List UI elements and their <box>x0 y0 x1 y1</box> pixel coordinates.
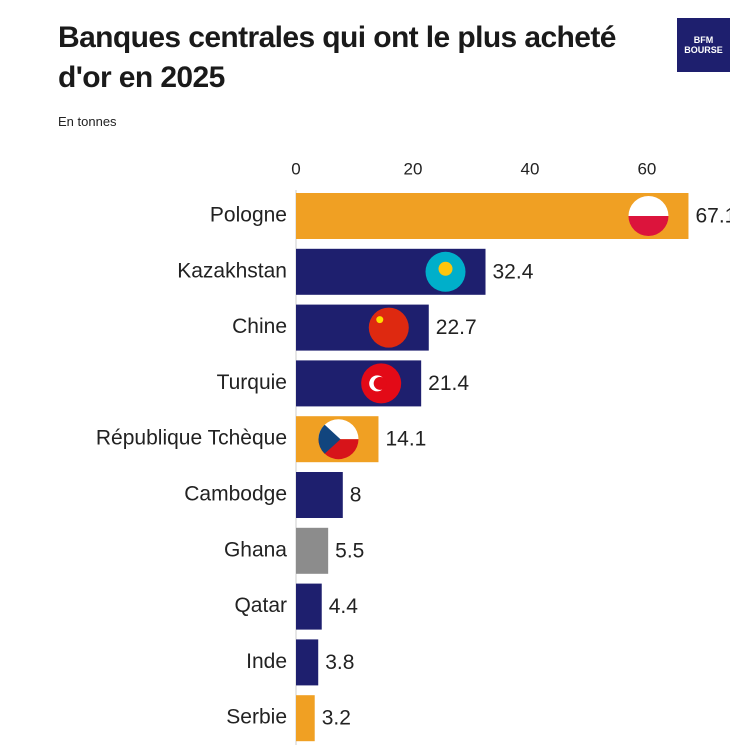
flag <box>318 419 341 460</box>
value-label: 8 <box>350 484 362 507</box>
x-tick-label: 40 <box>521 159 540 178</box>
y-tick-label: Inde <box>246 650 287 673</box>
y-tick-label: Ghana <box>224 538 287 561</box>
flag <box>373 376 387 390</box>
bar <box>296 527 329 574</box>
y-tick-label: Qatar <box>234 594 287 617</box>
value-label: 67.1 <box>695 205 730 228</box>
value-label: 21.4 <box>428 372 469 395</box>
bar <box>296 472 343 518</box>
value-label: 3.2 <box>322 707 351 730</box>
flag-icon <box>368 307 409 348</box>
value-label: 14.1 <box>385 428 426 451</box>
bar <box>296 639 319 686</box>
value-label: 3.8 <box>325 651 354 674</box>
y-tick-label: République Tchèque <box>96 427 287 450</box>
bar <box>296 583 322 630</box>
x-tick-label: 20 <box>404 159 423 178</box>
bar <box>296 304 429 351</box>
flag-icon <box>361 363 402 404</box>
flag <box>628 196 669 216</box>
x-tick-label: 60 <box>637 159 656 178</box>
flag <box>628 216 669 236</box>
flag-icon <box>425 251 466 292</box>
y-tick-label: Pologne <box>210 204 287 227</box>
bar <box>296 695 315 742</box>
flag-icon <box>318 419 359 460</box>
x-tick-label: 0 <box>291 159 300 178</box>
logo: BFM BOURSE <box>677 18 730 72</box>
chart-title: Banques centrales qui ont le plus acheté… <box>58 21 616 94</box>
y-tick-label: Cambodge <box>184 483 287 506</box>
flag-icon <box>628 196 669 236</box>
chart-subtitle: En tonnes <box>58 114 117 129</box>
flag <box>438 261 453 276</box>
flag <box>376 316 384 324</box>
y-tick-label: Serbie <box>226 706 287 729</box>
value-label: 22.7 <box>436 316 477 339</box>
y-tick-label: Kazakhstan <box>177 259 287 282</box>
y-tick-label: Chine <box>232 315 287 338</box>
value-label: 4.4 <box>329 595 359 618</box>
bar <box>296 193 689 239</box>
value-label: 32.4 <box>493 260 534 283</box>
y-tick-label: Turquie <box>217 371 287 394</box>
value-label: 5.5 <box>335 539 364 562</box>
bar <box>296 360 422 407</box>
